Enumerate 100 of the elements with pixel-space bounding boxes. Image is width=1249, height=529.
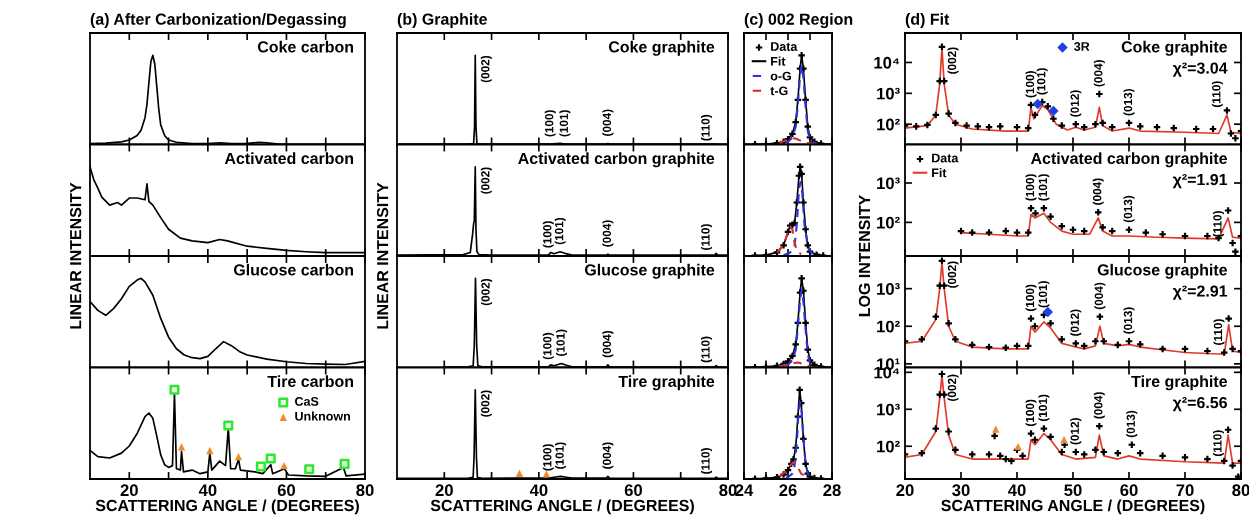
annotation: (004) [602, 330, 614, 358]
annotation: (004) [602, 442, 614, 469]
annotation: (100) [1025, 174, 1037, 201]
annotation: Glucose graphite [584, 263, 715, 279]
x-tick-label: 40 [198, 484, 217, 497]
annotation: (002) [480, 55, 492, 83]
x-tick-label: 40 [1007, 484, 1026, 497]
annotation: Coke graphite [608, 40, 715, 56]
annotation: (012) [1070, 309, 1082, 336]
annotation: Activated carbon graphite [518, 152, 715, 168]
x-tick-label: 60 [624, 484, 643, 497]
x-tick-label: 20 [435, 484, 453, 497]
annotation: (101) [1038, 394, 1050, 422]
annotation: (004) [1092, 178, 1104, 205]
legend-label: Fit [771, 56, 786, 66]
annotation: (002) [480, 390, 492, 417]
text: Tire carbon [267, 375, 354, 388]
x-tick-label: 24 [735, 484, 754, 496]
annotation: (110) [701, 224, 713, 250]
legend-label: t-G [770, 86, 788, 96]
annotation: (110) [1212, 430, 1224, 457]
chart-title: (d) Fit [905, 13, 950, 28]
annotation: (004) [602, 220, 614, 247]
annotation: (012) [1070, 418, 1082, 445]
annotation: (012) [1070, 90, 1082, 117]
x-tick-label: 50 [1064, 484, 1082, 497]
chart-title: (c) 002 Region [744, 13, 853, 29]
annotation: (110) [1211, 81, 1223, 108]
annotation: (101) [559, 110, 571, 137]
annotation: (100) [1025, 71, 1037, 98]
x-tick-label: 26 [779, 484, 797, 497]
annotation: χ²=2.91 [1172, 285, 1228, 300]
annotation: (101) [1038, 174, 1050, 201]
annotation: (013) [1126, 410, 1138, 438]
legend-label: Data [771, 42, 798, 51]
annotation: (002) [947, 47, 959, 74]
annotation: (002) [481, 278, 493, 306]
annotation: (004) [1093, 392, 1105, 419]
annotation: (004) [1093, 60, 1105, 87]
y-tick-label: 10² [877, 320, 900, 333]
annotation: (110) [701, 336, 713, 363]
annotation: Tire graphite [1131, 375, 1228, 391]
x-tick-label: 30 [952, 484, 970, 497]
y-tick-label: 10⁴ [874, 56, 900, 69]
y-tick-label: 10³ [877, 283, 900, 295]
annotation: (004) [602, 109, 614, 136]
annotation: (100) [1025, 399, 1037, 427]
text: Coke carbon [257, 40, 354, 53]
y-tick-label: 10² [877, 216, 900, 229]
legend-label: 3R [1074, 42, 1090, 51]
y-tick-label: 10² [877, 118, 900, 131]
annotation: (101) [554, 217, 566, 245]
x-tick-label: 40 [529, 484, 548, 497]
x-tick-label: 70 [1176, 484, 1194, 497]
legend-label: Unknown [295, 411, 350, 421]
annotation: (110) [1213, 319, 1225, 345]
annotation: χ²=3.04 [1172, 62, 1228, 77]
y-axis-title: LINEAR INTENSITY [376, 182, 389, 329]
annotation: (101) [1036, 68, 1048, 95]
y-tick-label: 10³ [877, 87, 900, 100]
x-tick-label: 28 [823, 484, 841, 497]
x-tick-label: 60 [1120, 484, 1138, 497]
annotation: (110) [701, 448, 713, 474]
annotation: (013) [1123, 307, 1135, 334]
text: Activated carbon [224, 152, 354, 165]
annotation: (100) [542, 221, 554, 248]
annotation: Glucose graphite [1097, 263, 1228, 279]
annotation: Tire graphite [618, 375, 715, 391]
x-tick-label: 80 [356, 484, 374, 497]
x-axis-title: SCATTERING ANGLE / (DEGREES) [430, 499, 694, 515]
x-tick-label: 20 [896, 484, 914, 497]
annotation: (002) [947, 374, 959, 401]
x-tick-label: 20 [120, 484, 138, 497]
annotation: (100) [542, 332, 554, 360]
annotation: χ²=6.56 [1172, 396, 1227, 412]
annotation: (110) [1212, 211, 1224, 237]
annotation: (100) [1025, 284, 1037, 312]
annotation: (100) [542, 444, 554, 471]
x-tick-label: 60 [277, 484, 296, 497]
annotation: Activated carbon graphite [1030, 152, 1228, 168]
annotation: (013) [1123, 89, 1135, 116]
x-axis-title: SCATTERING ANGLE / (DEGREES) [95, 499, 359, 515]
annotation: (100) [544, 110, 556, 137]
legend-label: CaS [295, 396, 319, 406]
annotation: (004) [1094, 282, 1106, 310]
chart-title: (b) Graphite [397, 13, 487, 28]
y-tick-label: 10³ [877, 177, 900, 190]
y-axis-title: LINEAR INTENSITY [69, 182, 82, 329]
x-tick-label: 80 [1232, 484, 1249, 497]
legend-label: Fit [932, 168, 947, 178]
x-axis-title: SCATTERING ANGLE / (DEGREES) [941, 499, 1205, 515]
text: Glucose carbon [233, 263, 354, 276]
annotation: (101) [1038, 281, 1050, 308]
chart-title: (a) After Carbonization/Degassing [90, 13, 346, 29]
legend-label: Data [932, 153, 959, 163]
legend-label: o-G [770, 71, 791, 81]
annotation: (002) [947, 261, 959, 288]
annotation: (002) [480, 167, 492, 194]
annotation: χ²=1.91 [1172, 173, 1228, 189]
y-tick-label: 10³ [877, 403, 900, 416]
